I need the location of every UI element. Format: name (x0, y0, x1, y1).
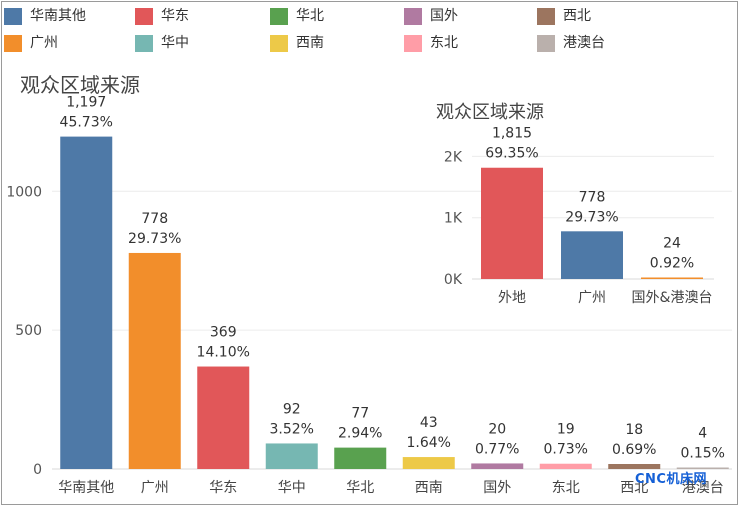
legend-item: 西北 (537, 6, 591, 26)
legend-swatch (270, 34, 288, 52)
legend-item: 国外 (404, 6, 458, 26)
chart-title: 观众区域来源 (436, 102, 544, 123)
legend-label: 华南其他 (30, 8, 86, 24)
bar (60, 136, 113, 470)
bar (608, 464, 661, 469)
legend-swatch (4, 7, 22, 25)
data-label-value: 4 (698, 426, 707, 442)
category-label: 西南 (415, 480, 443, 496)
data-label-value: 19 (557, 422, 575, 438)
y-tick-label: 0 (33, 462, 42, 478)
bar (402, 457, 455, 469)
legend-swatch (537, 7, 555, 25)
data-label-percent: 1.64% (407, 435, 451, 451)
data-label-percent: 3.52% (270, 421, 314, 437)
data-label-value: 43 (420, 415, 438, 431)
legend-item: 华北 (270, 6, 324, 26)
category-label: 华东 (209, 480, 237, 496)
category-label: 华中 (278, 480, 306, 496)
category-label: 广州 (141, 480, 169, 496)
data-label-percent: 0.73% (544, 442, 588, 458)
category-label: 国外&港澳台 (632, 290, 713, 306)
data-label-value: 778 (141, 211, 168, 227)
data-label-value: 24 (663, 236, 681, 252)
legend-swatch (4, 34, 22, 52)
data-label-percent: 0.69% (612, 442, 656, 458)
legend: 华南其他 华东 华北 国外 西北广州 华中 西南 东北 港澳台 (4, 4, 734, 56)
legend-item: 西南 (270, 33, 324, 53)
data-label-value: 1,197 (66, 95, 106, 111)
data-label-value: 20 (488, 421, 506, 437)
legend-label: 广州 (30, 35, 58, 51)
y-tick-label: 0K (444, 272, 463, 288)
category-label: 港澳台 (682, 480, 724, 496)
legend-label: 华北 (296, 8, 324, 24)
bar (197, 366, 250, 469)
legend-label: 西南 (296, 35, 324, 51)
bar (471, 463, 524, 469)
data-label-percent: 29.73% (565, 209, 618, 225)
legend-swatch (404, 7, 422, 25)
bar (481, 167, 543, 279)
bar (265, 443, 318, 469)
bar (539, 463, 592, 469)
y-tick-label: 1K (444, 211, 463, 227)
legend-item: 东北 (404, 33, 458, 53)
bar (128, 252, 181, 469)
category-label: 广州 (578, 290, 606, 306)
legend-label: 东北 (430, 35, 458, 51)
data-label-percent: 14.10% (197, 345, 250, 361)
data-label-value: 92 (283, 401, 301, 417)
legend-item: 华东 (135, 6, 189, 26)
data-label-percent: 0.77% (475, 441, 519, 457)
data-label-percent: 0.92% (650, 256, 694, 272)
legend-swatch (135, 34, 153, 52)
legend-swatch (404, 34, 422, 52)
bar (641, 277, 703, 279)
legend-item: 华中 (135, 33, 189, 53)
bar (334, 447, 387, 469)
legend-swatch (270, 7, 288, 25)
chart-title: 观众区域来源 (20, 73, 140, 97)
category-label: 东北 (552, 480, 580, 496)
legend-item: 华南其他 (4, 6, 86, 26)
data-label-value: 1,815 (492, 126, 532, 142)
category-label: 西北 (620, 480, 648, 496)
data-label-percent: 69.35% (485, 146, 538, 162)
data-label-value: 778 (579, 189, 606, 205)
data-label-value: 18 (625, 422, 643, 438)
category-label: 华北 (346, 480, 374, 496)
data-label-percent: 2.94% (338, 426, 382, 442)
category-label: 华南其他 (58, 480, 114, 496)
y-tick-label: 2K (444, 149, 463, 165)
legend-label: 国外 (430, 8, 458, 24)
y-tick-label: 1000 (6, 184, 42, 200)
legend-label: 西北 (563, 8, 591, 24)
legend-item: 广州 (4, 33, 58, 53)
data-label-percent: 0.15% (681, 446, 725, 462)
legend-label: 港澳台 (563, 35, 605, 51)
category-label: 国外 (483, 480, 511, 496)
data-label-value: 369 (210, 325, 237, 341)
legend-swatch (537, 34, 555, 52)
legend-item: 港澳台 (537, 33, 605, 53)
legend-swatch (135, 7, 153, 25)
data-label-percent: 45.73% (60, 115, 113, 131)
legend-label: 华东 (161, 8, 189, 24)
data-label-value: 77 (351, 406, 369, 422)
y-tick-label: 500 (15, 323, 42, 339)
data-label-percent: 29.73% (128, 231, 181, 247)
legend-label: 华中 (161, 35, 189, 51)
watermark: CNC机床网 (635, 472, 707, 487)
bar (561, 231, 623, 279)
category-label: 外地 (498, 290, 526, 306)
bar (676, 467, 729, 469)
